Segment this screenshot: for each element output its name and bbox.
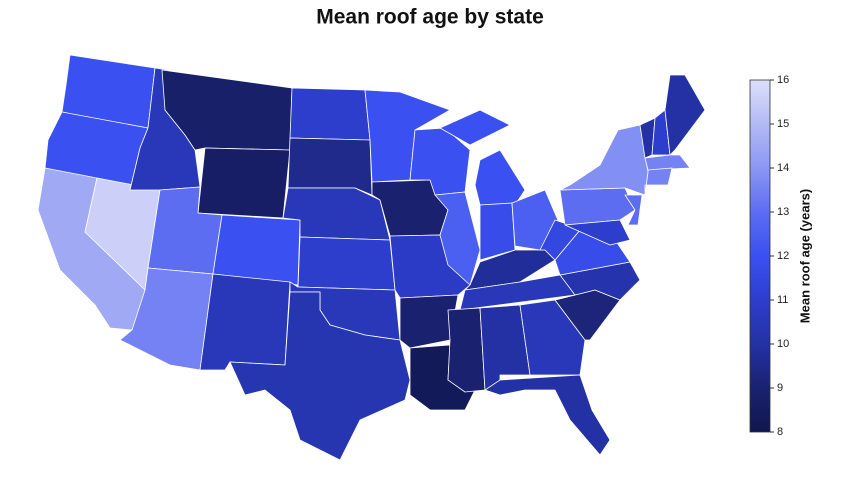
state <box>289 87 371 141</box>
state <box>554 261 641 301</box>
state <box>644 167 673 196</box>
state <box>197 147 291 219</box>
state <box>212 214 301 286</box>
colorbar-label: Mean roof age (years) <box>797 189 812 323</box>
colorbar-tick-label: 9 <box>777 382 783 394</box>
state <box>439 109 511 146</box>
state <box>559 187 636 226</box>
state <box>624 194 643 226</box>
state <box>229 291 411 461</box>
colorbar-tick-label: 12 <box>777 250 789 262</box>
state <box>644 154 691 171</box>
state <box>199 273 291 371</box>
state <box>287 137 373 196</box>
state <box>297 236 396 291</box>
colorbar-tick-label: 14 <box>777 162 789 174</box>
state <box>664 74 706 156</box>
colorbar-tick-label: 10 <box>777 338 789 350</box>
state <box>434 191 481 286</box>
state <box>559 124 649 196</box>
colorbar-tick-label: 8 <box>777 426 783 438</box>
state <box>474 149 526 206</box>
colorbar-tick-label: 11 <box>777 294 788 306</box>
state <box>447 307 486 393</box>
map <box>37 54 706 461</box>
state <box>399 294 459 349</box>
state <box>564 219 631 246</box>
colorbar-tick-label: 13 <box>777 206 789 218</box>
state <box>484 374 611 456</box>
chart-title: Mean roof age by state <box>316 6 544 29</box>
state <box>464 249 556 291</box>
colorbar-tick-label: 15 <box>777 118 789 130</box>
colorbar-tick-label: 16 <box>777 74 789 86</box>
colorbar <box>749 79 771 433</box>
